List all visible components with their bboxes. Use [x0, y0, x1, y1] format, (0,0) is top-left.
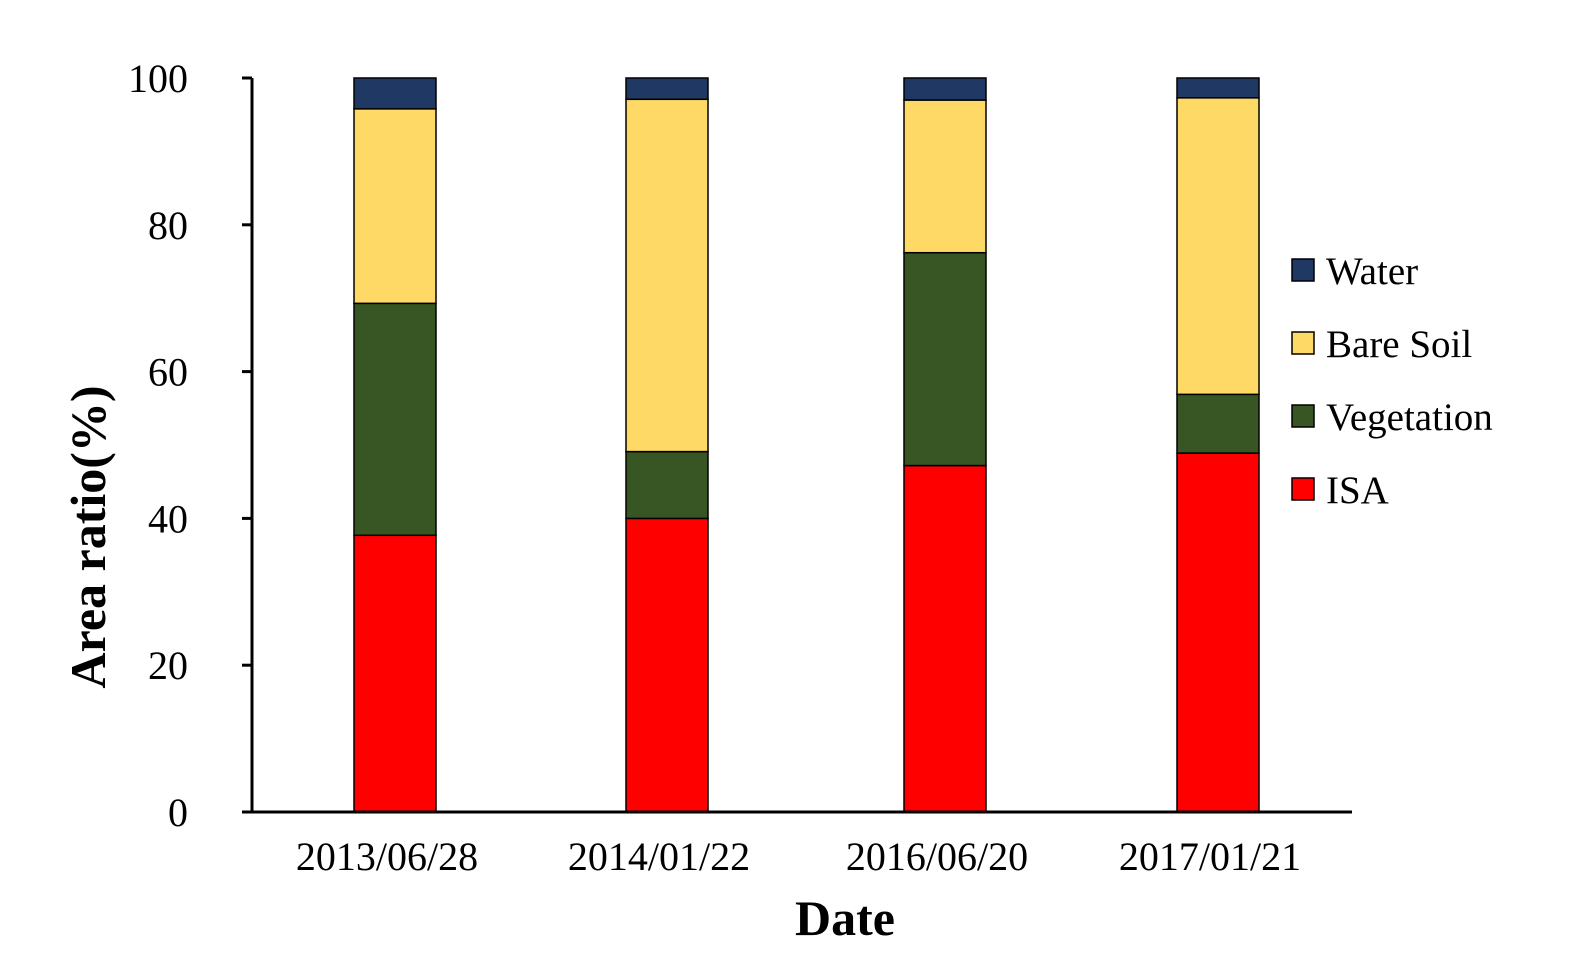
x-tick-label: 2016/06/20: [846, 834, 1028, 879]
y-tick-label: 80: [148, 203, 188, 248]
legend-label-vegetation: Vegetation: [1326, 396, 1493, 439]
y-tick-label: 100: [128, 56, 188, 101]
bar-vegetation-4: [1176, 393, 1260, 454]
y-tick-label: 0: [168, 790, 188, 835]
bar-isa-3: [903, 464, 987, 813]
bar-isa-1: [353, 534, 437, 813]
x-tick-labels-layer: 2013/06/28 2014/01/22 2016/06/20 2017/01/21: [296, 834, 1301, 879]
y-tick-label: 20: [148, 643, 188, 688]
bar-bare-soil-4: [1176, 97, 1260, 396]
x-tick-label: 2017/01/21: [1119, 834, 1301, 879]
y-ticks-layer: 0 20 40 60 80 100: [128, 56, 252, 835]
bar-water-2: [625, 77, 709, 101]
legend-label-bare-soil: Bare Soil: [1326, 323, 1472, 366]
x-axis-title: Date: [795, 890, 895, 946]
y-axis-title: Area ratio(%): [60, 385, 116, 688]
bar-isa-4: [1176, 452, 1260, 813]
x-tick-label: 2013/06/28: [296, 834, 478, 879]
legend-label-water: Water: [1326, 250, 1418, 293]
bar-vegetation-1: [353, 302, 437, 537]
y-tick-label: 40: [148, 496, 188, 541]
bar-water-3: [903, 77, 987, 101]
legend-label-isa: ISA: [1326, 469, 1389, 512]
legend-swatch-water: [1291, 258, 1315, 282]
x-tick-label: 2014/01/22: [568, 834, 750, 879]
bar-vegetation-3: [903, 251, 987, 467]
bar-bare-soil-1: [353, 108, 437, 305]
legend-swatch-isa: [1291, 477, 1315, 501]
legend-swatch-vegetation: [1291, 404, 1315, 428]
legend: Water Bare Soil Vegetation ISA: [1291, 250, 1493, 512]
bar-bare-soil-2: [625, 98, 709, 453]
bar-isa-2: [625, 517, 709, 813]
y-tick-label: 60: [148, 350, 188, 395]
bar-vegetation-2: [625, 450, 709, 520]
bar-water-4: [1176, 77, 1260, 99]
bar-bare-soil-3: [903, 99, 987, 254]
axes-layer: [248, 78, 1352, 814]
bars-layer: [353, 77, 1260, 813]
legend-swatch-bare-soil: [1291, 331, 1315, 355]
bar-water-1: [353, 77, 437, 110]
